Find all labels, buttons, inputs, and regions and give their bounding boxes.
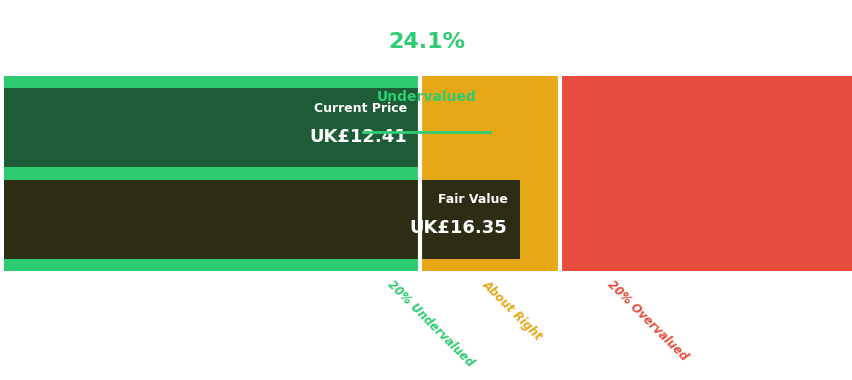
Text: UK£16.35: UK£16.35 [409,219,507,237]
Text: UK£12.41: UK£12.41 [309,128,407,146]
Text: Current Price: Current Price [314,102,407,116]
Text: 20% Undervalued: 20% Undervalued [384,278,475,369]
Bar [560,76,852,271]
Text: 20% Overvalued: 20% Overvalued [604,278,689,363]
Text: Undervalued: Undervalued [377,90,475,104]
Bar [4,76,420,271]
Text: Fair Value: Fair Value [437,193,507,206]
Text: About Right: About Right [479,278,544,343]
Bar [4,180,520,258]
Bar [4,89,420,168]
Bar [420,76,560,271]
Text: 24.1%: 24.1% [388,32,464,52]
